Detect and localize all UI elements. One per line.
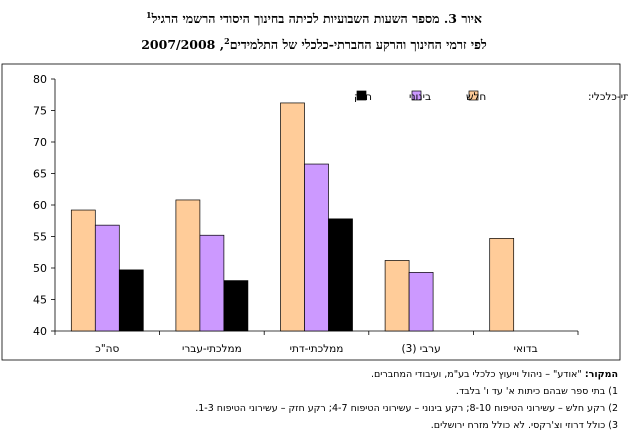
legend-title: רקע חברתי-כלכלי: xyxy=(588,91,628,103)
chart-title: איור 3. מספר השעות השבועיות לכיתה בחינוך… xyxy=(0,10,628,27)
bar-medium xyxy=(408,272,434,332)
y-tick-label: 70 xyxy=(33,136,47,149)
y-tick-label: 50 xyxy=(33,262,47,275)
x-tick-label: ממלכתי-דתי xyxy=(290,343,344,355)
bar-strong xyxy=(118,269,144,332)
bar-weak xyxy=(384,260,410,332)
legend-label: בינוני xyxy=(409,91,431,103)
notes: המקור: "אודע" – ניהול וייעוץ כלכלי בע"מ,… xyxy=(18,366,618,434)
source-text: "אודע" – ניהול וייעוץ כלכלי בע"מ, ועיבוד… xyxy=(370,369,582,380)
title-footnote-mark: 1 xyxy=(146,10,152,20)
y-tick-label: 60 xyxy=(33,199,47,212)
bar-weak xyxy=(280,102,305,332)
chart-subtitle: לפי זרמי החינוך והרקע החברתי-כלכלי של הת… xyxy=(0,36,628,53)
bars xyxy=(70,102,515,332)
bar-weak xyxy=(175,199,201,332)
legend-label: חזק xyxy=(354,91,372,103)
source-label: המקור: xyxy=(584,369,618,380)
bar-weak xyxy=(489,238,515,332)
bar-strong xyxy=(328,218,353,332)
x-axis-labels: סה"כ ממלכתי-עברי ממלכתי-דתי ערבי (3) בדואי xyxy=(54,331,579,355)
bar-strong xyxy=(223,280,249,332)
legend-label: חלש xyxy=(466,91,486,103)
y-tick-label: 45 xyxy=(33,294,47,307)
note-2: 2) רקע חלש – עשירוני הטיפוח 8-10; רקע בי… xyxy=(195,403,618,414)
note-3: 3) כולל דרוזי וצ'רקסי. לא כולל מזרח ירוש… xyxy=(430,420,618,431)
y-tick-label: 80 xyxy=(33,73,47,86)
bar-weak xyxy=(70,209,96,332)
chart-subtitle-text: לפי זרמי החינוך והרקע החברתי-כלכלי של הת… xyxy=(229,37,487,53)
bar-medium xyxy=(94,224,120,332)
x-tick-label: סה"כ xyxy=(95,343,119,355)
y-tick-label: 75 xyxy=(33,105,47,118)
note-1: 1) בתי ספר שבהם כיתות א' עד ו' בלבד. xyxy=(455,386,618,397)
x-tick-label: ממלכתי-עברי xyxy=(182,343,242,355)
chart-frame xyxy=(1,63,621,361)
bar-medium xyxy=(304,163,329,332)
legend-swatch xyxy=(468,90,479,101)
source-line: המקור: "אודע" – ניהול וייעוץ כלכלי בע"מ,… xyxy=(18,366,618,383)
bar-medium xyxy=(199,234,225,332)
y-tick-label: 65 xyxy=(33,168,47,181)
legend-swatch xyxy=(356,90,367,101)
y-tick-label: 55 xyxy=(33,231,47,244)
chart-title-text: איור 3. מספר השעות השבועיות לכיתה בחינוך… xyxy=(151,11,482,27)
chart-subtitle-year: , 2007/2008 xyxy=(141,37,225,53)
y-tick-label: 40 xyxy=(33,325,47,338)
legend-swatch xyxy=(411,90,422,101)
subtitle-footnote-mark: 2 xyxy=(224,36,230,46)
x-tick-label: ערבי (3) xyxy=(402,343,441,355)
legend-box xyxy=(328,86,590,106)
legend: רקע חברתי-כלכלי: חלש בינוני חזק xyxy=(328,86,628,106)
x-tick-label: בדואי xyxy=(514,343,538,355)
